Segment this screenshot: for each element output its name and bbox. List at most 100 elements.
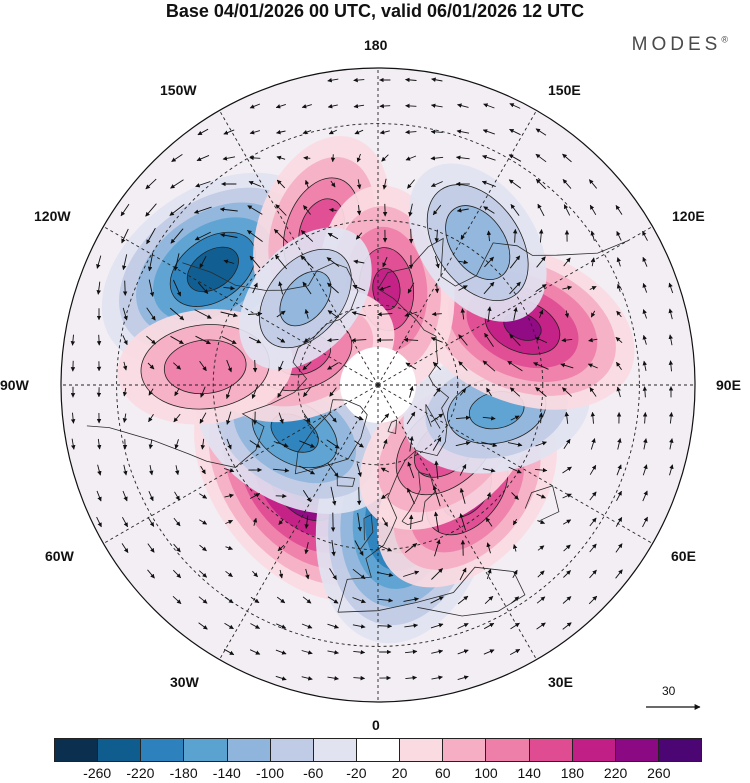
wind-vector	[562, 179, 572, 189]
wind-vector	[563, 257, 571, 267]
brand-logo: MODES®	[632, 34, 728, 56]
wind-vector	[616, 230, 622, 241]
wind-vector	[589, 517, 597, 527]
wind-vector	[560, 363, 574, 369]
wind-vector	[327, 650, 339, 655]
colorbar-swatch	[269, 739, 313, 761]
wind-vector	[380, 467, 390, 473]
wind-vector	[507, 360, 523, 372]
wind-vector	[71, 438, 76, 450]
wind-vector	[562, 622, 572, 630]
wind-vector	[590, 438, 596, 450]
lon-label-180: 180	[364, 37, 388, 53]
wind-vector	[535, 128, 547, 136]
wind-vector	[147, 517, 155, 527]
wind-vector	[174, 439, 179, 450]
wind-vector	[96, 334, 102, 346]
colorbar-tick-label: -100	[255, 765, 285, 781]
wind-vector	[331, 540, 336, 557]
wind-vector	[589, 387, 597, 397]
wind-vector	[248, 180, 262, 187]
wind-vector	[668, 360, 674, 372]
wind-vector	[616, 283, 622, 292]
wind-vector	[277, 386, 285, 398]
wind-vector	[147, 543, 155, 553]
wind-vector	[354, 129, 364, 135]
lon-label-120w: 120W	[34, 208, 71, 224]
wind-vector	[329, 207, 337, 213]
wind-vector	[482, 468, 496, 473]
coastline-7	[377, 237, 628, 290]
wind-vector	[509, 333, 521, 347]
wind-vector	[432, 485, 441, 507]
wind-vector	[510, 622, 520, 630]
wind-vector	[510, 415, 520, 421]
lon-label-60e: 60E	[671, 548, 696, 564]
wind-vector	[276, 596, 286, 604]
wind-vector	[174, 491, 180, 501]
wind-vector	[486, 568, 492, 580]
wind-vector	[147, 253, 154, 272]
wind-vector	[329, 413, 337, 423]
wind-vector	[408, 228, 414, 244]
wind-vector	[122, 280, 128, 296]
wind-vector	[172, 569, 182, 579]
wind-vector	[223, 468, 235, 473]
wind-vector	[404, 623, 419, 628]
wind-vector	[457, 103, 469, 108]
wind-vector	[405, 129, 417, 135]
colorbar-swatch	[55, 739, 98, 761]
wind-vector	[642, 256, 648, 267]
colorbar-swatch	[442, 739, 486, 761]
wind-vector	[459, 487, 466, 504]
wind-vector	[326, 257, 340, 267]
colorbar-swatch	[657, 739, 702, 761]
wind-vector	[275, 103, 286, 109]
wind-vector	[326, 439, 340, 449]
wind-vector	[536, 493, 546, 499]
wind-vector	[483, 281, 495, 295]
wind-vector	[148, 465, 154, 476]
wind-vector	[433, 387, 441, 397]
wind-vector	[536, 256, 546, 268]
wind-vector	[122, 335, 128, 346]
wind-vector	[563, 204, 571, 216]
wind-vector	[301, 104, 312, 109]
wind-vector	[223, 259, 235, 264]
wind-vector	[431, 675, 443, 680]
colorbar-tick-label: 100	[474, 765, 498, 781]
wind-vector	[303, 155, 311, 161]
wind-vector	[172, 279, 182, 297]
wind-vector	[434, 255, 440, 269]
wind-vector	[642, 282, 648, 293]
wind-vector	[146, 335, 156, 345]
wind-vector	[327, 337, 339, 343]
wind-vector	[278, 281, 284, 295]
wind-vector	[278, 412, 284, 424]
wind-vector	[303, 205, 311, 215]
wind-vector	[174, 387, 180, 397]
wind-vector	[223, 129, 235, 135]
wind-vector	[145, 178, 157, 190]
wind-vector	[276, 179, 286, 189]
wind-vector	[510, 204, 520, 216]
wind-vector	[431, 568, 443, 580]
wind-vector	[455, 415, 471, 420]
wind-vector	[145, 203, 157, 217]
wind-vector	[252, 517, 258, 526]
wind-vector	[302, 281, 312, 295]
wind-vector	[226, 438, 232, 450]
wind-vector	[250, 596, 260, 604]
wind-vector	[458, 259, 469, 265]
wind-vector	[508, 154, 522, 162]
wind-vector	[276, 129, 286, 135]
wind-vector	[482, 129, 495, 135]
wind-vector	[459, 567, 467, 581]
wind-vector	[508, 179, 522, 189]
wind-vector	[456, 208, 469, 213]
wind-vector	[174, 465, 180, 476]
wind-vector	[509, 649, 521, 655]
wind-vector	[379, 103, 391, 109]
wind-vector	[487, 306, 492, 322]
wind-vector	[512, 518, 518, 526]
